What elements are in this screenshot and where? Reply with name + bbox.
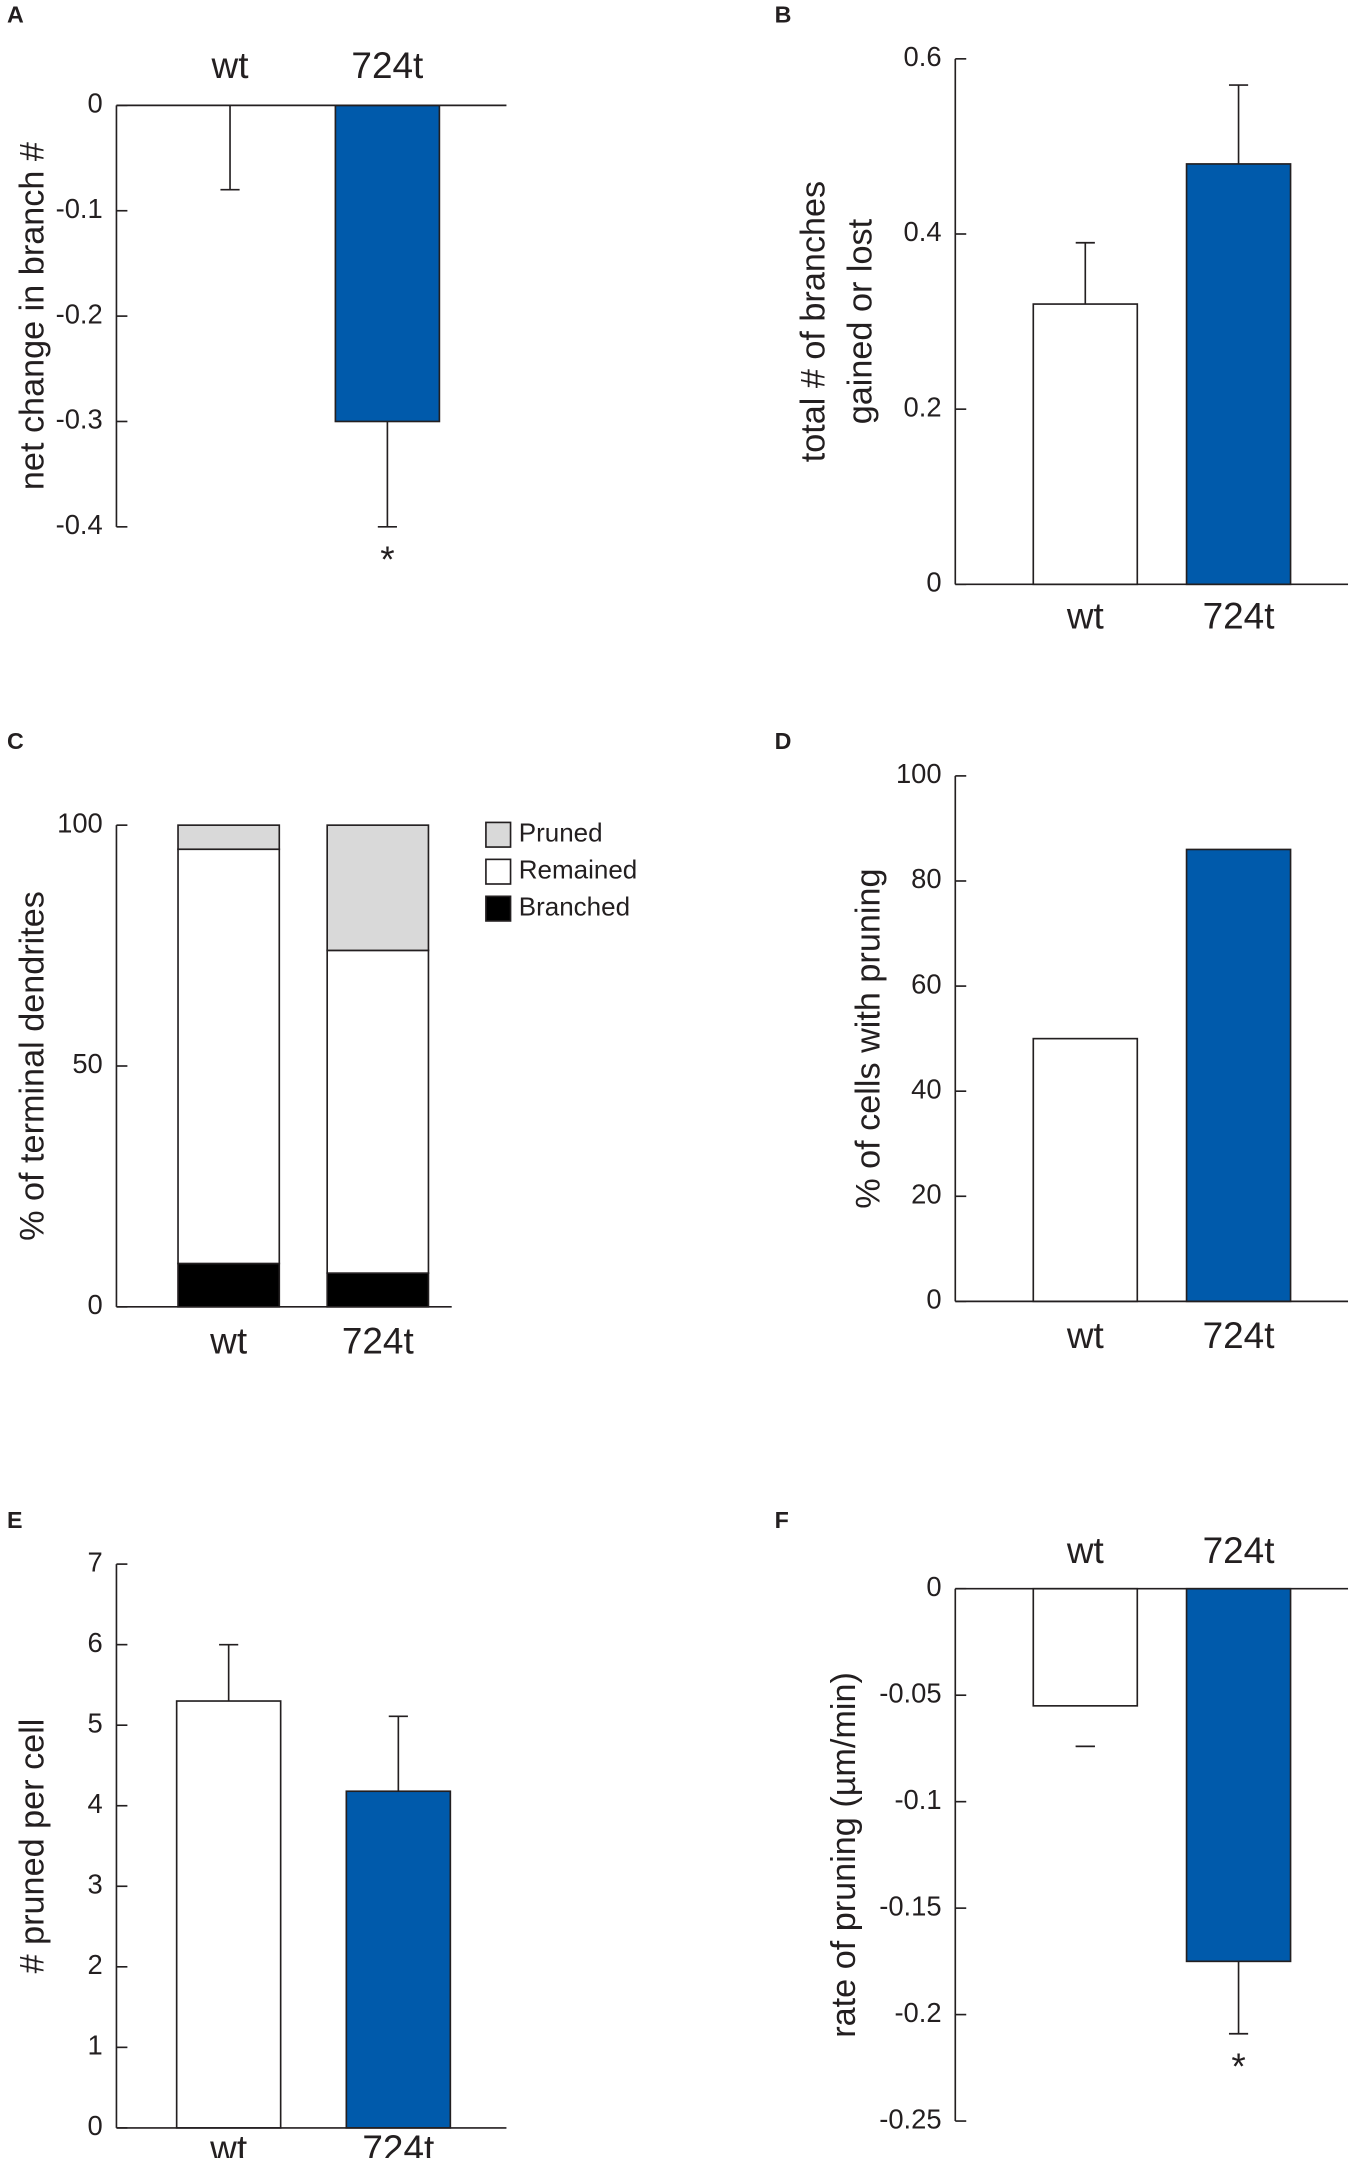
y-tick-label: 100	[57, 807, 103, 838]
x-tick-label: 724t	[1203, 1315, 1275, 1356]
y-tick-label: 4	[88, 1788, 103, 1819]
bar	[1032, 303, 1139, 586]
y-tick-label: -0.3	[56, 404, 103, 435]
bar-segment	[177, 824, 281, 851]
y-tick-label: -0.1	[894, 1784, 941, 1815]
x-tick-label: wt	[209, 1321, 247, 1362]
x-tick-label: 724t	[342, 1321, 414, 1362]
y-axis-label: net change in branch #	[13, 142, 51, 490]
x-tick-label: 724t	[1203, 1530, 1275, 1571]
y-tick-label: 0	[88, 1289, 103, 1320]
y-tick-label: 50	[72, 1048, 102, 1079]
x-tick-label: wt	[211, 45, 249, 86]
y-tick-label: -0.1	[56, 193, 103, 224]
y-tick-label: -0.2	[894, 1997, 941, 2028]
y-tick-label: 2	[88, 1949, 103, 1980]
panel-letter: E	[7, 1507, 23, 1533]
y-tick-label: -0.25	[879, 2103, 941, 2134]
panel: F 0 -0.05 -0.1 -0.15 -0.2 -0.25 rate of pruning…	[775, 1507, 1349, 2134]
bar	[1185, 163, 1292, 586]
x-tick-label: wt	[1066, 595, 1104, 636]
bar-segment	[326, 824, 430, 952]
bar	[1032, 1037, 1139, 1303]
x-tick-label: wt	[1066, 1315, 1104, 1356]
bar	[1185, 1587, 1292, 1963]
y-tick-label: 20	[911, 1179, 941, 1210]
bar	[1032, 1587, 1139, 1707]
y-tick-label: 0.4	[904, 216, 942, 247]
bar-segment	[177, 1262, 281, 1308]
y-axis-label: total # of branches	[795, 181, 833, 462]
y-tick-label: 5	[88, 1707, 103, 1738]
x-tick-label: 724t	[362, 2128, 434, 2158]
y-axis-label: rate of pruning (µm/min)	[825, 1672, 863, 2038]
panel-letter: A	[7, 2, 24, 28]
annotation: *	[1231, 2046, 1245, 2087]
y-tick-label: 0.2	[904, 391, 942, 422]
y-tick-label: 0.6	[904, 41, 942, 72]
y-tick-label: -0.05	[879, 1677, 941, 1708]
y-axis-label: % of terminal dendrites	[13, 891, 51, 1241]
legend-label: Pruned	[519, 818, 603, 848]
bar-segment	[177, 848, 281, 1265]
y-tick-label: 7	[88, 1546, 103, 1577]
x-tick-label: 724t	[1203, 595, 1275, 636]
y-axis-label: gained or lost	[841, 218, 879, 424]
bar	[1185, 848, 1292, 1303]
panel-letter: D	[775, 728, 792, 754]
y-tick-label: -0.15	[879, 1890, 941, 1921]
x-tick-label: wt	[209, 2128, 247, 2158]
y-tick-label: 0	[926, 1284, 941, 1315]
legend-swatch	[485, 895, 512, 922]
annotation: *	[380, 539, 394, 580]
y-tick-label: -0.2	[56, 298, 103, 329]
y-tick-label: 0	[926, 1571, 941, 1602]
y-axis-label: % of cells with pruning	[849, 868, 887, 1208]
y-tick-label: 100	[896, 758, 942, 789]
panel: C 0 50 100 % of terminal dendrites wt 724t Prun…	[7, 728, 637, 1361]
bar-segment	[326, 949, 430, 1274]
y-tick-label: 3	[88, 1869, 103, 1900]
y-tick-label: 80	[911, 863, 941, 894]
bar	[345, 1790, 452, 2129]
panel: E 0 1 2 3 4 5 6 7 # pruned per cell wt 724t	[7, 1507, 507, 2158]
y-axis-label: # pruned per cell	[13, 1719, 51, 1974]
x-tick-label: 724t	[351, 45, 423, 86]
y-tick-label: 40	[911, 1073, 941, 1104]
y-tick-label: 0	[88, 88, 103, 119]
bar	[334, 104, 441, 423]
y-tick-label: -0.4	[56, 509, 103, 540]
panel-letter: B	[775, 2, 792, 28]
panel: D 0 20 40 60 80 100 % of cells with pruning wt 72…	[775, 728, 1349, 1356]
legend-label: Branched	[519, 892, 630, 922]
x-tick-label: wt	[1066, 1530, 1104, 1571]
panel: B 0 0.2 0.4 0.6 total # of branches gained or …	[775, 2, 1349, 636]
y-tick-label: 0	[88, 2110, 103, 2141]
y-tick-label: 0	[926, 567, 941, 598]
panel-letter: C	[7, 728, 24, 754]
panel-letter: F	[775, 1507, 789, 1533]
legend-swatch	[485, 858, 512, 885]
bar	[175, 1700, 282, 2129]
y-tick-label: 6	[88, 1627, 103, 1658]
legend-label: Remained	[519, 855, 638, 885]
y-tick-label: 1	[88, 2030, 103, 2061]
bar-segment	[326, 1272, 430, 1308]
y-tick-label: 60	[911, 968, 941, 999]
legend-swatch	[485, 821, 512, 848]
